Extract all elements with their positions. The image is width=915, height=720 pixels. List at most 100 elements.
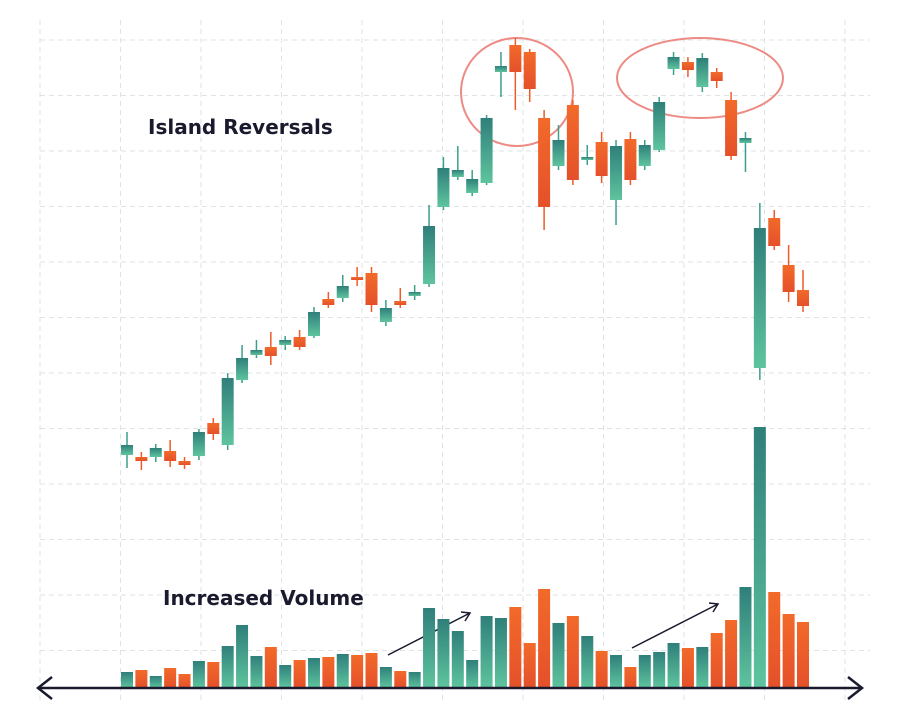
candle-body	[250, 350, 263, 355]
volume-bar	[164, 668, 177, 688]
volume-bar	[610, 655, 623, 688]
volume-bar	[121, 672, 133, 688]
candle-body	[681, 62, 694, 70]
x-axis	[35, 676, 865, 700]
volume-bar	[178, 674, 191, 688]
volume-bar	[696, 647, 709, 688]
annotation: Island Reversals	[148, 115, 333, 139]
volume-bar	[279, 665, 292, 688]
candle-body	[739, 138, 752, 143]
volume-bar	[221, 646, 234, 688]
annotation: Increased Volume	[163, 586, 364, 610]
candle-body	[221, 378, 234, 445]
volume-bar	[423, 608, 436, 688]
volume-bar	[149, 676, 162, 688]
volume-bar	[768, 592, 781, 688]
volume-bar	[236, 625, 249, 688]
candle-body	[667, 57, 680, 69]
volume-bar	[595, 651, 608, 688]
volume-bar	[135, 670, 148, 688]
candle-body	[236, 358, 249, 380]
candle-body	[610, 146, 623, 200]
volume-bar	[753, 427, 766, 688]
volume-bar	[667, 643, 680, 688]
volume-bar	[351, 655, 364, 688]
candle-body	[394, 301, 407, 305]
volume-bar	[523, 643, 536, 688]
candle-body	[178, 461, 191, 465]
volume-bar	[466, 660, 479, 688]
candle-body	[753, 228, 766, 368]
volume-bar	[322, 657, 335, 688]
volume-bar	[250, 656, 263, 688]
candle-body	[149, 448, 162, 457]
candle-body	[696, 58, 709, 87]
candle-body	[653, 102, 666, 150]
candle-body	[279, 340, 292, 345]
candle-body	[797, 290, 809, 306]
candle-body	[164, 451, 177, 461]
candle-body	[351, 277, 364, 280]
candle-body	[552, 140, 565, 166]
highlight-ellipse	[616, 37, 784, 119]
volume-bar	[293, 660, 306, 688]
candle-body	[408, 292, 421, 296]
volume-bar	[408, 672, 421, 688]
volume-bar	[681, 648, 694, 688]
candle-body	[322, 299, 335, 305]
candle-body	[365, 273, 378, 305]
grid	[39, 20, 870, 700]
plot	[121, 38, 809, 688]
candle-body	[207, 423, 220, 434]
candle-body	[624, 139, 637, 180]
volume-bar	[480, 616, 493, 688]
candle-body	[423, 226, 436, 284]
candle-body	[293, 337, 306, 347]
candle-body	[466, 179, 479, 193]
candle-body	[782, 265, 795, 292]
candle-body	[264, 347, 277, 356]
volume-bar	[538, 589, 551, 688]
candle-body	[523, 52, 536, 89]
volume-bar	[207, 662, 220, 688]
volume-bar	[566, 616, 579, 688]
candle-body	[451, 170, 464, 177]
volume-bar	[264, 647, 277, 688]
candle-body	[509, 45, 522, 72]
volume-bar	[581, 636, 594, 688]
volume-bar	[782, 614, 795, 688]
volume-bar	[725, 620, 738, 688]
volume-bar	[379, 667, 392, 688]
volume-bar	[552, 623, 565, 688]
volume-bar	[624, 667, 637, 688]
volume-bar	[797, 622, 809, 688]
candle-body	[494, 66, 507, 72]
candle-body	[135, 457, 148, 461]
candle-body	[638, 145, 651, 166]
volume-bar	[638, 655, 651, 688]
candle-body	[437, 168, 450, 207]
candle-body	[480, 118, 493, 183]
candle-body	[768, 218, 781, 246]
volume-bar	[739, 587, 752, 688]
candle-body	[307, 312, 320, 336]
candle-body	[595, 142, 608, 176]
candle-body	[725, 100, 738, 156]
candle-body	[121, 445, 133, 455]
candle-body	[710, 72, 723, 81]
volume-bar	[451, 631, 464, 688]
volume-bar	[653, 652, 666, 688]
volume-bar	[509, 607, 522, 688]
volume-bar	[336, 654, 349, 688]
volume-bar	[394, 671, 407, 688]
volume-bar	[192, 661, 205, 688]
candle-body	[379, 308, 392, 322]
candle-body	[566, 105, 579, 180]
volume-bar	[494, 618, 507, 688]
candle-body	[336, 286, 349, 298]
highlight-ellipse	[460, 37, 574, 147]
candle-body	[538, 118, 551, 207]
candle-body	[581, 157, 594, 160]
volume-bar	[307, 658, 320, 688]
